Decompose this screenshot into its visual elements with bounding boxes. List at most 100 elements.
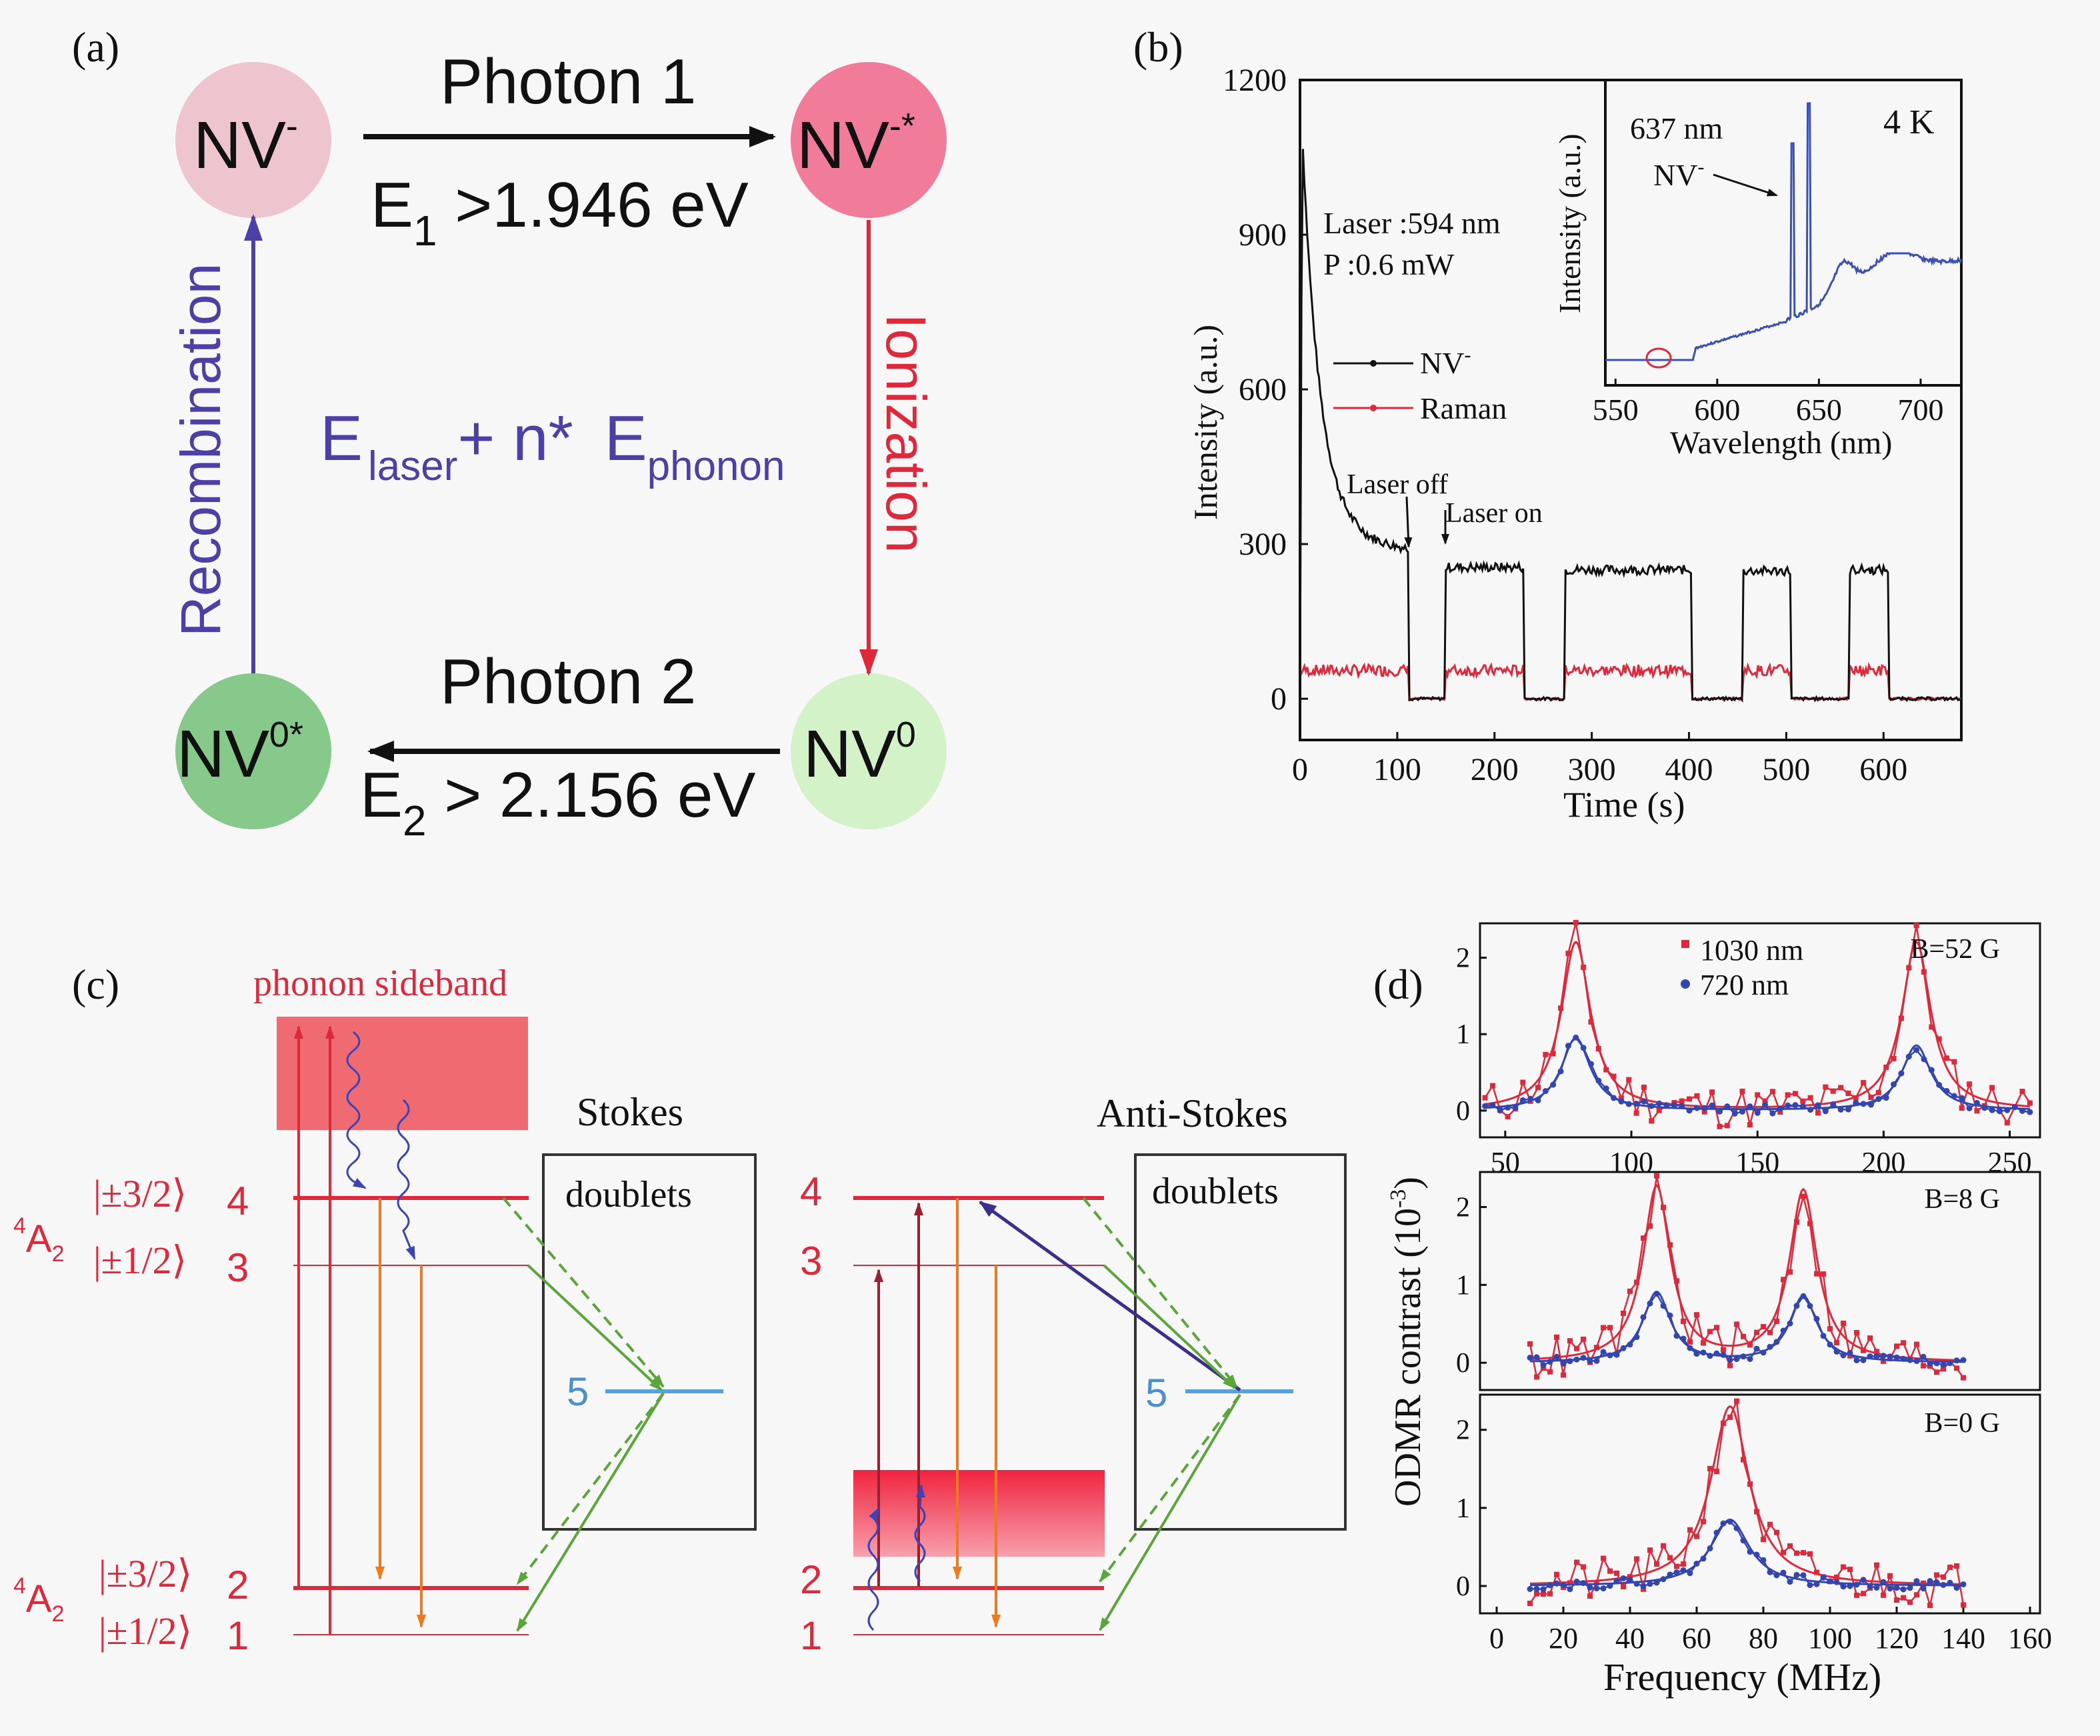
nv0-star-text: NV0* xyxy=(177,715,303,791)
odmr-point-720 xyxy=(1913,1578,1920,1585)
stokes-doublets-box xyxy=(542,1153,757,1531)
odmr-point-1030 xyxy=(1520,1079,1526,1085)
odmr-point-720 xyxy=(1800,1572,1807,1579)
odmr-point-720 xyxy=(1512,1105,1519,1111)
left-4a2-upper: 4A2 xyxy=(13,1213,65,1267)
inset-x-ticks: 550 600 650 700 xyxy=(1593,379,1943,427)
odmr-point-720 xyxy=(1966,1105,1973,1111)
odmr-point-1030 xyxy=(1674,1563,1679,1569)
odmr-point-1030 xyxy=(1967,1081,1973,1087)
e1-label: E1 >1.946 eV xyxy=(371,169,749,255)
odmr-point-1030 xyxy=(1814,1271,1819,1277)
odmr-point-720 xyxy=(1807,1582,1813,1589)
odmr-point-720 xyxy=(1792,1102,1799,1109)
odmr-point-1030 xyxy=(1841,1564,1846,1570)
inset-frame xyxy=(1604,79,1963,387)
odmr-point-720 xyxy=(1527,1355,1533,1361)
odmr-point-720 xyxy=(1709,1102,1715,1109)
odmr-point-1030 xyxy=(1755,1092,1761,1098)
odmr-point-1030 xyxy=(1785,1092,1791,1098)
odmr-point-1030 xyxy=(1543,1051,1549,1057)
odmr-point-1030 xyxy=(1821,1271,1826,1277)
odmr-point-1030 xyxy=(1701,1340,1706,1346)
odmr-point-1030 xyxy=(1874,1349,1879,1355)
odmr-fit-720 xyxy=(1529,1518,1963,1587)
odmr-point-1030 xyxy=(1547,1591,1553,1597)
odmr-point-1030 xyxy=(1921,1363,1926,1369)
odmr-point-1030 xyxy=(1961,1602,1966,1608)
odmr-point-720 xyxy=(1853,1357,1860,1363)
panel-b: (b) 0 300 600 900 1200 0 100 200 300 400 500 600 I… xyxy=(1133,23,1963,825)
odmr-ytick-label: 0 xyxy=(1456,1096,1470,1127)
odmr-point-1030 xyxy=(1867,1335,1873,1341)
odmr-xtick-label: 120 xyxy=(1875,1622,1919,1655)
odmr-point-1030 xyxy=(1661,1543,1666,1549)
odmr-point-1030 xyxy=(1774,1529,1779,1535)
odmr-point-1030 xyxy=(1747,1122,1753,1128)
inset-spectrum xyxy=(1605,102,1963,361)
odmr-point-1030 xyxy=(1505,1113,1511,1119)
odmr-point-1030 xyxy=(1634,1556,1639,1562)
inset-xtick-label: 700 xyxy=(1897,393,1943,427)
odmr-point-720 xyxy=(1845,1106,1851,1113)
odmr-point-1030 xyxy=(1573,919,1579,925)
b-xtick-label: 100 xyxy=(1373,752,1421,787)
odmr-xtick-label: 150 xyxy=(1735,1146,1779,1179)
odmr-point-1030 xyxy=(1934,1572,1939,1578)
odmr-point-1030 xyxy=(1847,1567,1853,1573)
field-label-0g: B=0 G xyxy=(1924,1408,2000,1439)
odmr-point-720 xyxy=(1840,1583,1847,1590)
odmr-point-720 xyxy=(1739,1109,1746,1115)
odmr-point-720 xyxy=(1640,1583,1647,1589)
odmr-point-1030 xyxy=(1881,1592,1886,1598)
anti-stokes-doublets-label: doublets xyxy=(1152,1171,1279,1212)
legend-nv-label: NV- xyxy=(1420,344,1471,380)
odmr-point-1030 xyxy=(1674,1278,1679,1284)
odmr-point-720 xyxy=(1647,1581,1653,1587)
odmr-point-1030 xyxy=(1767,1521,1773,1527)
odmr-point-1030 xyxy=(1891,1055,1897,1061)
odmr-point-1030 xyxy=(1989,1085,1995,1091)
left-level-label-2: 2 xyxy=(227,1563,249,1607)
laser-wavelength: Laser :594 nm xyxy=(1323,206,1501,240)
odmr-point-720 xyxy=(1593,1357,1600,1364)
left-level-label-3: 3 xyxy=(227,1245,249,1290)
odmr-point-1030 xyxy=(1941,1574,1946,1580)
odmr-point-1030 xyxy=(1649,1118,1655,1124)
odmr-point-1030 xyxy=(1954,1563,1959,1569)
odmr-point-720 xyxy=(1933,1579,1940,1586)
odmr-point-1030 xyxy=(1961,1375,1966,1381)
odmr-point-720 xyxy=(1787,1579,1793,1585)
odmr-point-720 xyxy=(1731,1110,1738,1117)
panel-a: (a) NV- NV-* NV0 NV0* Photon 1 E1 >1.946… xyxy=(72,23,947,845)
odmr-data-1030 xyxy=(1529,1401,1965,1609)
odmr-point-1030 xyxy=(1807,1221,1813,1227)
odmr-point-1030 xyxy=(1721,1347,1726,1353)
inset-xtick-label: 600 xyxy=(1694,393,1740,427)
odmr-frame xyxy=(1479,1393,2041,1615)
laser-power: P :0.6 mW xyxy=(1323,247,1455,281)
odmr-point-1030 xyxy=(1861,1080,1867,1086)
odmr-ytick-label: 0 xyxy=(1456,1571,1470,1602)
odmr-point-1030 xyxy=(1762,1098,1768,1104)
odmr-point-720 xyxy=(1747,1103,1753,1110)
odmr-point-1030 xyxy=(1614,1570,1619,1576)
odmr-point-1030 xyxy=(1787,1543,1793,1549)
odmr-point-720 xyxy=(1653,1579,1660,1586)
odmr-point-1030 xyxy=(1841,1320,1846,1326)
odmr-point-1030 xyxy=(1724,1123,1730,1129)
odmr-point-1030 xyxy=(1929,1024,1935,1030)
odmr-point-1030 xyxy=(1588,1019,1594,1025)
odmr-frame xyxy=(1479,922,2041,1139)
odmr-point-1030 xyxy=(1815,1110,1821,1116)
b-xtick-label: 500 xyxy=(1762,752,1810,787)
odmr-point-1030 xyxy=(1717,1123,1723,1129)
odmr-xtick-label: 100 xyxy=(1808,1622,1852,1655)
laser-on-label: Laser on xyxy=(1445,498,1543,529)
odmr-point-1030 xyxy=(1814,1569,1819,1575)
odmr-point-1030 xyxy=(1594,1345,1599,1351)
odmr-fit-1030 xyxy=(1529,1405,1963,1585)
panel-c-label: (c) xyxy=(72,961,119,1008)
odmr-point-1030 xyxy=(1574,1345,1579,1351)
